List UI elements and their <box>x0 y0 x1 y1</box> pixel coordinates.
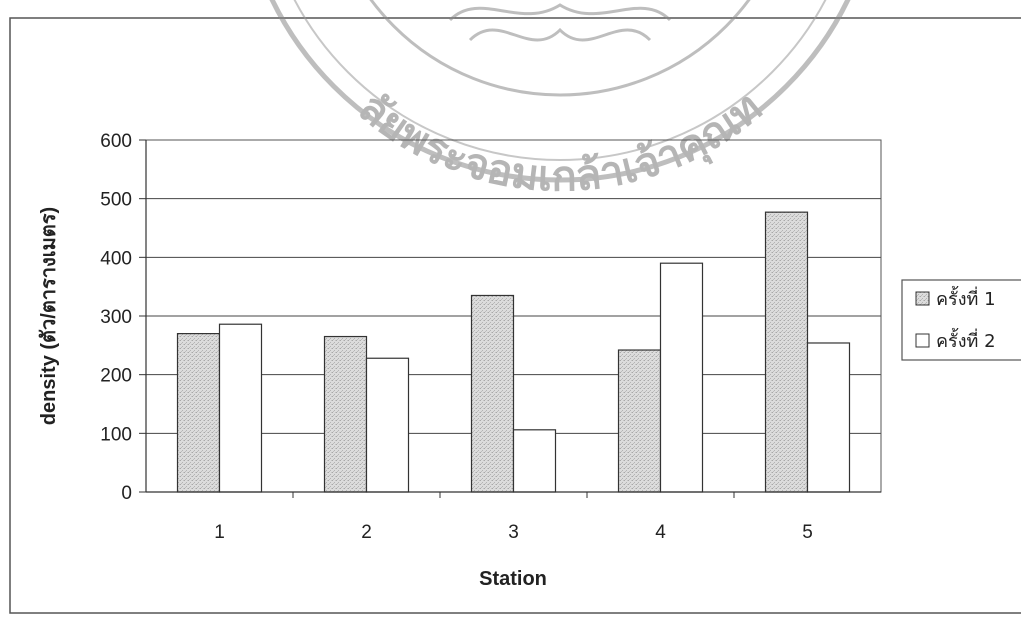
y-tick-label: 0 <box>121 483 132 504</box>
bars <box>176 211 851 493</box>
bar-series-1-station-1 <box>176 333 221 493</box>
bar-series-2-station-2 <box>365 357 410 493</box>
y-axis-title: density (ตัว/ตารางเมตร) <box>38 207 60 425</box>
x-tick-label: 2 <box>361 522 372 543</box>
x-tick-label: 5 <box>802 522 813 543</box>
y-tick-label: 400 <box>100 248 132 269</box>
legend-label-series-1: ครั้งที่ 1 <box>936 286 996 310</box>
y-tick-label: 100 <box>100 424 132 445</box>
tick-labels: 0 100 200 300 400 500 600 1 2 3 4 5 <box>100 131 812 543</box>
x-tick-label: 3 <box>508 522 519 543</box>
legend-swatch-series-1 <box>915 291 930 306</box>
bar-series-1-station-3 <box>470 294 515 493</box>
y-tick-label: 500 <box>100 190 132 211</box>
y-tick-label: 200 <box>100 366 132 387</box>
bar-series-2-station-3 <box>512 429 557 493</box>
bar-series-2-station-5 <box>806 342 851 493</box>
x-axis-title: Station <box>479 568 547 590</box>
legend: ครั้งที่ 1 ครั้งที่ 2 <box>901 279 1021 361</box>
legend-swatch-series-2 <box>915 333 930 348</box>
bar-series-1-station-4 <box>617 349 662 493</box>
x-tick-label: 1 <box>214 522 225 543</box>
x-tick-label: 4 <box>655 522 666 543</box>
bar-series-2-station-1 <box>218 323 263 493</box>
bar-series-1-station-5 <box>764 211 809 493</box>
bar-series-2-station-4 <box>659 262 704 493</box>
axes <box>139 139 881 498</box>
legend-label-series-2: ครั้งที่ 2 <box>936 328 996 352</box>
bar-series-1-station-2 <box>323 335 368 493</box>
y-tick-label: 300 <box>100 307 132 328</box>
y-tick-label: 600 <box>100 131 132 152</box>
